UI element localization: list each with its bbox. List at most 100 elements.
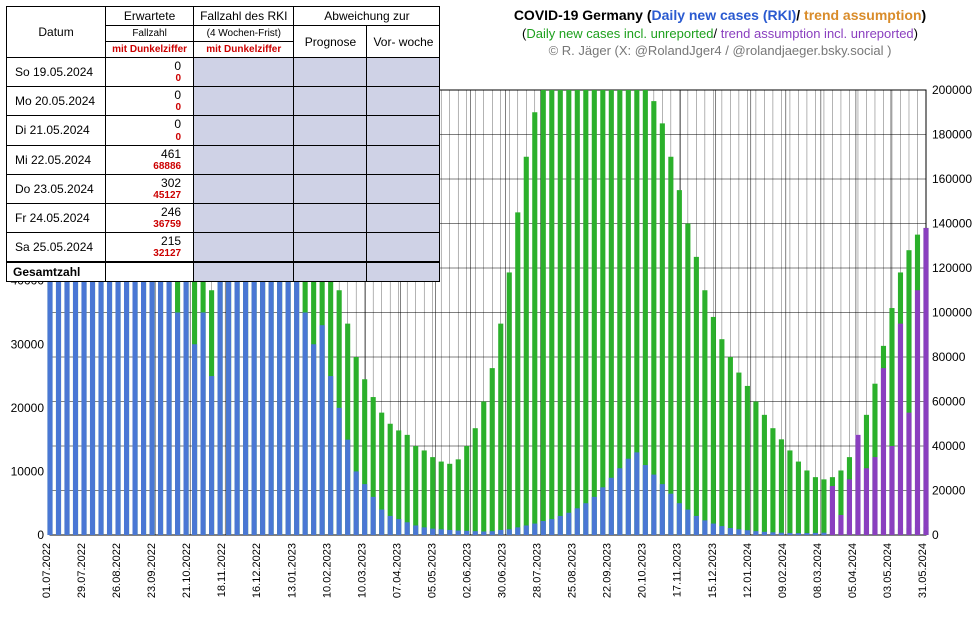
gesamt-erw [106,262,194,282]
svg-text:140000: 140000 [932,217,972,231]
svg-text:120000: 120000 [932,261,972,275]
cell-prognose [294,203,367,232]
svg-text:200000: 200000 [932,83,972,97]
svg-text:23.09.2022: 23.09.2022 [146,543,158,598]
svg-text:26.08.2022: 26.08.2022 [111,543,123,598]
cell-rki [194,116,294,145]
svg-text:05.05.2023: 05.05.2023 [426,543,438,598]
cell-vorwoche [367,145,440,174]
cell-prognose [294,233,367,263]
cell-erwartete: 46168886 [106,145,194,174]
cell-datum: Di 21.05.2024 [7,116,106,145]
svg-text:18.11.2022: 18.11.2022 [216,543,228,597]
cell-prognose [294,58,367,87]
cell-erwartete: 24636759 [106,203,194,232]
cell-rki [194,174,294,203]
table-row: So 19.05.202400 [7,58,440,87]
svg-text:20000: 20000 [932,484,966,498]
svg-text:22.09.2023: 22.09.2023 [602,543,614,598]
chart-title-line2: (Daily new cases incl. unreported/ trend… [470,25,970,43]
forecast-table: Datum Erwartete Fallzahl des RKI Abweich… [6,6,440,282]
cell-rki [194,233,294,263]
col-rki-sub: (4 Wochen-Frist) [194,26,294,42]
col-erwartete-sub: Fallzahl [106,26,194,42]
cell-erwartete: 00 [106,87,194,116]
svg-text:13.01.2023: 13.01.2023 [286,543,298,598]
cell-prognose [294,116,367,145]
svg-text:10.03.2023: 10.03.2023 [356,543,368,598]
cell-vorwoche [367,87,440,116]
cell-datum: Sa 25.05.2024 [7,233,106,263]
cell-rki [194,87,294,116]
svg-text:07.04.2023: 07.04.2023 [391,543,403,598]
gesamt-label: Gesamtzahl [7,262,106,282]
gesamt-prognose [294,262,367,282]
svg-text:10.02.2023: 10.02.2023 [321,543,333,598]
cell-erwartete: 30245127 [106,174,194,203]
gesamt-rki [194,262,294,282]
col-rki: Fallzahl des RKI [194,7,294,26]
cell-vorwoche [367,203,440,232]
svg-text:03.05.2024: 03.05.2024 [882,543,894,598]
col-datum: Datum [7,7,106,58]
col-erwartete-dunkel: mit Dunkelziffer [106,42,194,58]
svg-text:21.10.2022: 21.10.2022 [181,543,193,598]
svg-text:28.07.2023: 28.07.2023 [532,543,544,598]
cell-datum: Fr 24.05.2024 [7,203,106,232]
svg-text:15.12.2023: 15.12.2023 [707,543,719,598]
svg-text:05.04.2024: 05.04.2024 [847,543,859,598]
svg-text:160000: 160000 [932,172,972,186]
cell-erwartete: 21532127 [106,233,194,263]
col-rki-dunkel: mit Dunkelziffer [194,42,294,58]
svg-text:180000: 180000 [932,128,972,142]
cell-prognose [294,174,367,203]
svg-text:17.11.2023: 17.11.2023 [672,543,684,597]
table-row: Sa 25.05.202421532127 [7,233,440,263]
svg-text:29.07.2022: 29.07.2022 [76,543,88,598]
cell-vorwoche [367,116,440,145]
svg-text:20000: 20000 [11,401,45,415]
cell-datum: Mi 22.05.2024 [7,145,106,174]
svg-text:02.06.2023: 02.06.2023 [461,543,473,598]
table-row: Fr 24.05.202424636759 [7,203,440,232]
chart-title-block: COVID-19 Germany (Daily new cases (RKI)/… [470,6,970,60]
svg-text:31.05.2024: 31.05.2024 [917,543,929,598]
cell-erwartete: 00 [106,58,194,87]
col-prognose: Prognose [294,26,367,58]
svg-text:30000: 30000 [11,337,45,351]
svg-text:0: 0 [932,528,939,542]
gesamt-vorwoche [367,262,440,282]
svg-text:25.08.2023: 25.08.2023 [567,543,579,598]
cell-datum: Mo 20.05.2024 [7,87,106,116]
table-row: Mi 22.05.202446168886 [7,145,440,174]
col-vorwoche: Vor- woche [367,26,440,58]
col-abweichung: Abweichung zur [294,7,440,26]
svg-text:01.07.2022: 01.07.2022 [41,543,53,598]
cell-vorwoche [367,174,440,203]
forecast-table-body: So 19.05.202400Mo 20.05.202400Di 21.05.2… [7,58,440,263]
table-row: Mo 20.05.202400 [7,87,440,116]
cell-erwartete: 00 [106,116,194,145]
cell-prognose [294,87,367,116]
chart-credit: © R. Jäger (X: @RolandJger4 / @rolandjae… [470,42,970,60]
svg-text:60000: 60000 [932,395,966,409]
cell-datum: Do 23.05.2024 [7,174,106,203]
svg-text:0: 0 [37,528,44,542]
cell-datum: So 19.05.2024 [7,58,106,87]
svg-text:30.06.2023: 30.06.2023 [497,543,509,598]
cell-rki [194,145,294,174]
cell-rki [194,58,294,87]
cell-rki [194,203,294,232]
svg-text:80000: 80000 [932,350,966,364]
svg-text:09.02.2024: 09.02.2024 [777,543,789,598]
chart-title-line1: COVID-19 Germany (Daily new cases (RKI)/… [470,6,970,25]
svg-text:10000: 10000 [11,464,45,478]
svg-text:16.12.2022: 16.12.2022 [251,543,263,598]
col-erwartete: Erwartete [106,7,194,26]
svg-text:100000: 100000 [932,306,972,320]
cell-prognose [294,145,367,174]
svg-text:40000: 40000 [932,439,966,453]
table-row: Di 21.05.202400 [7,116,440,145]
svg-text:20.10.2023: 20.10.2023 [637,543,649,598]
cell-vorwoche [367,233,440,263]
